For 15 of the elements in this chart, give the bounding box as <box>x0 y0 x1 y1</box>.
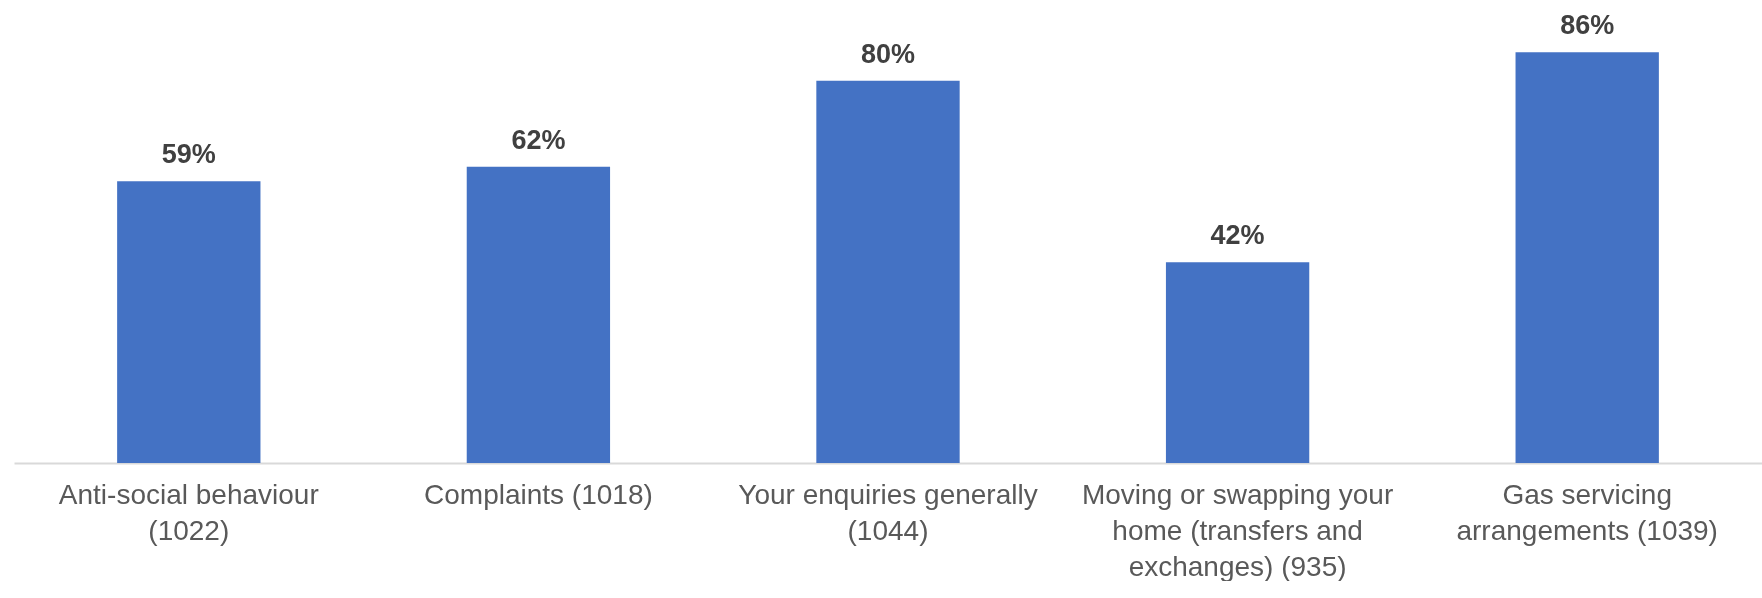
data-label: 80% <box>860 38 916 69</box>
bar <box>466 166 611 463</box>
data-label: 62% <box>511 124 566 155</box>
data-label: 86% <box>1560 10 1615 41</box>
bar <box>1165 262 1310 463</box>
x-tick-label: Moving or swapping your home (transfers and exchanges) (935) <box>1081 478 1394 582</box>
bar <box>1515 52 1659 463</box>
data-label: 59% <box>161 139 216 170</box>
bar <box>816 80 960 463</box>
x-tick-label: Anti-social behaviour (1022) <box>58 478 319 546</box>
x-tick-label: Gas servicing arrangements (1039) <box>1456 478 1718 546</box>
bar <box>117 181 261 463</box>
x-tick-label: Your enquiries generally (1044) <box>738 478 1038 546</box>
data-label: 42% <box>1210 220 1265 251</box>
x-tick-label: Complaints (1018) <box>424 478 653 510</box>
